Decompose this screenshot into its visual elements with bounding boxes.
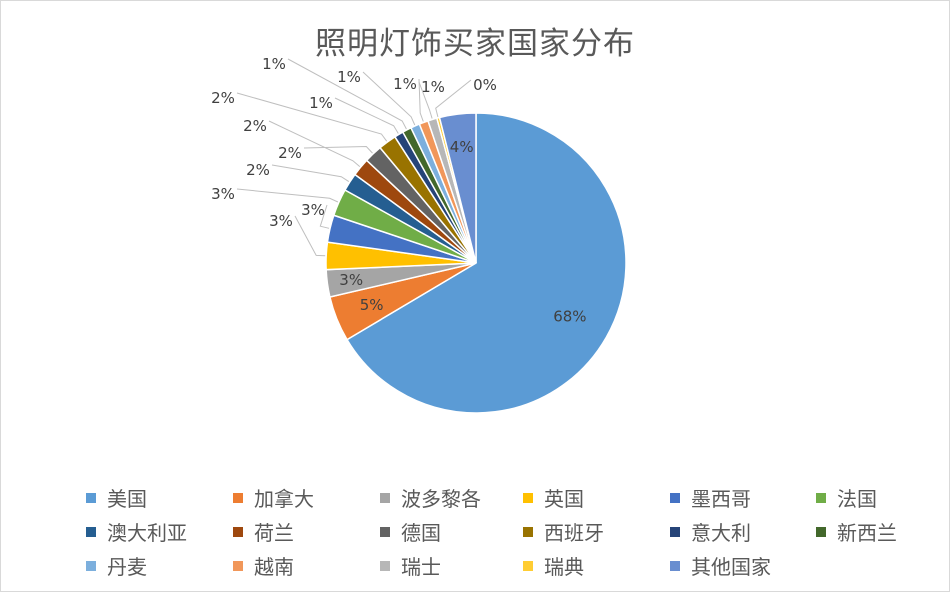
leader-line-10 (236, 92, 388, 142)
leader-line-14 (418, 78, 424, 122)
leader-line-8 (268, 120, 361, 167)
data-label-17: 4% (450, 138, 474, 156)
leader-line-13 (362, 71, 416, 126)
data-label-7: 2% (246, 161, 270, 179)
leader-line-7 (271, 164, 350, 183)
data-label-11: 1% (309, 94, 333, 112)
pie-slice-17 (438, 112, 477, 264)
pie-slice-1 (346, 112, 627, 414)
leader-line-15 (418, 81, 433, 119)
data-label-3: 3% (339, 271, 363, 289)
data-label-10: 2% (211, 89, 235, 107)
data-label-14: 1% (393, 75, 417, 93)
leader-line-12 (287, 58, 407, 130)
data-label-15: 1% (421, 78, 445, 96)
data-label-13: 1% (337, 68, 361, 86)
data-label-2: 5% (360, 296, 384, 314)
data-label-9: 2% (278, 144, 302, 162)
leader-line-4 (294, 215, 326, 257)
data-label-5: 3% (301, 201, 325, 219)
leader-line-11 (334, 97, 399, 134)
leader-line-16 (435, 79, 472, 118)
leader-line-5 (319, 204, 330, 229)
data-label-1: 68% (553, 307, 586, 325)
data-label-4: 3% (269, 212, 293, 230)
leader-line-9 (303, 145, 373, 154)
data-label-8: 2% (243, 117, 267, 135)
data-label-16: 0% (473, 76, 497, 94)
data-label-6: 3% (211, 185, 235, 203)
leader-line-6 (236, 188, 339, 203)
data-label-12: 1% (262, 55, 286, 73)
chart-title: 照明灯饰买家国家分布 (315, 26, 635, 62)
